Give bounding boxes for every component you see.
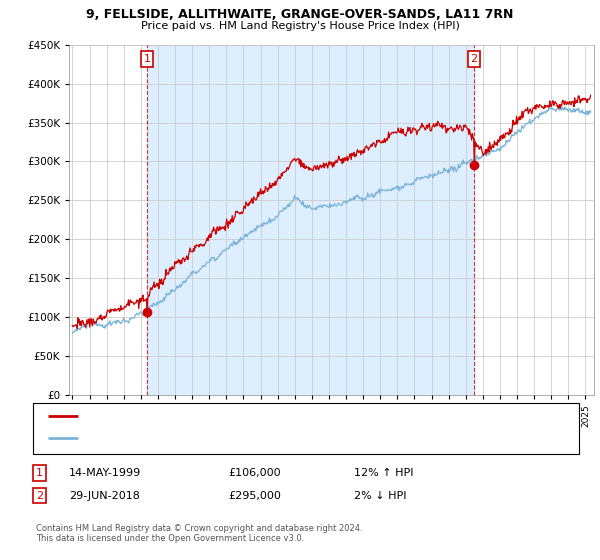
Text: 1: 1 — [36, 468, 43, 478]
Text: 2: 2 — [470, 54, 478, 64]
Text: 12% ↑ HPI: 12% ↑ HPI — [354, 468, 413, 478]
Text: 9, FELLSIDE, ALLITHWAITE, GRANGE-OVER-SANDS, LA11 7RN (detached house): 9, FELLSIDE, ALLITHWAITE, GRANGE-OVER-SA… — [87, 412, 462, 421]
Text: 2% ↓ HPI: 2% ↓ HPI — [354, 491, 407, 501]
Text: 9, FELLSIDE, ALLITHWAITE, GRANGE-OVER-SANDS, LA11 7RN: 9, FELLSIDE, ALLITHWAITE, GRANGE-OVER-SA… — [86, 8, 514, 21]
Text: 1: 1 — [143, 54, 151, 64]
Text: Contains HM Land Registry data © Crown copyright and database right 2024.
This d: Contains HM Land Registry data © Crown c… — [36, 524, 362, 543]
Text: 2: 2 — [36, 491, 43, 501]
Text: £106,000: £106,000 — [228, 468, 281, 478]
Text: HPI: Average price, detached house, Westmorland and Furness: HPI: Average price, detached house, West… — [87, 434, 386, 443]
Text: Price paid vs. HM Land Registry's House Price Index (HPI): Price paid vs. HM Land Registry's House … — [140, 21, 460, 31]
Text: 14-MAY-1999: 14-MAY-1999 — [69, 468, 141, 478]
Text: £295,000: £295,000 — [228, 491, 281, 501]
Bar — [147, 45, 474, 395]
Text: 29-JUN-2018: 29-JUN-2018 — [69, 491, 140, 501]
